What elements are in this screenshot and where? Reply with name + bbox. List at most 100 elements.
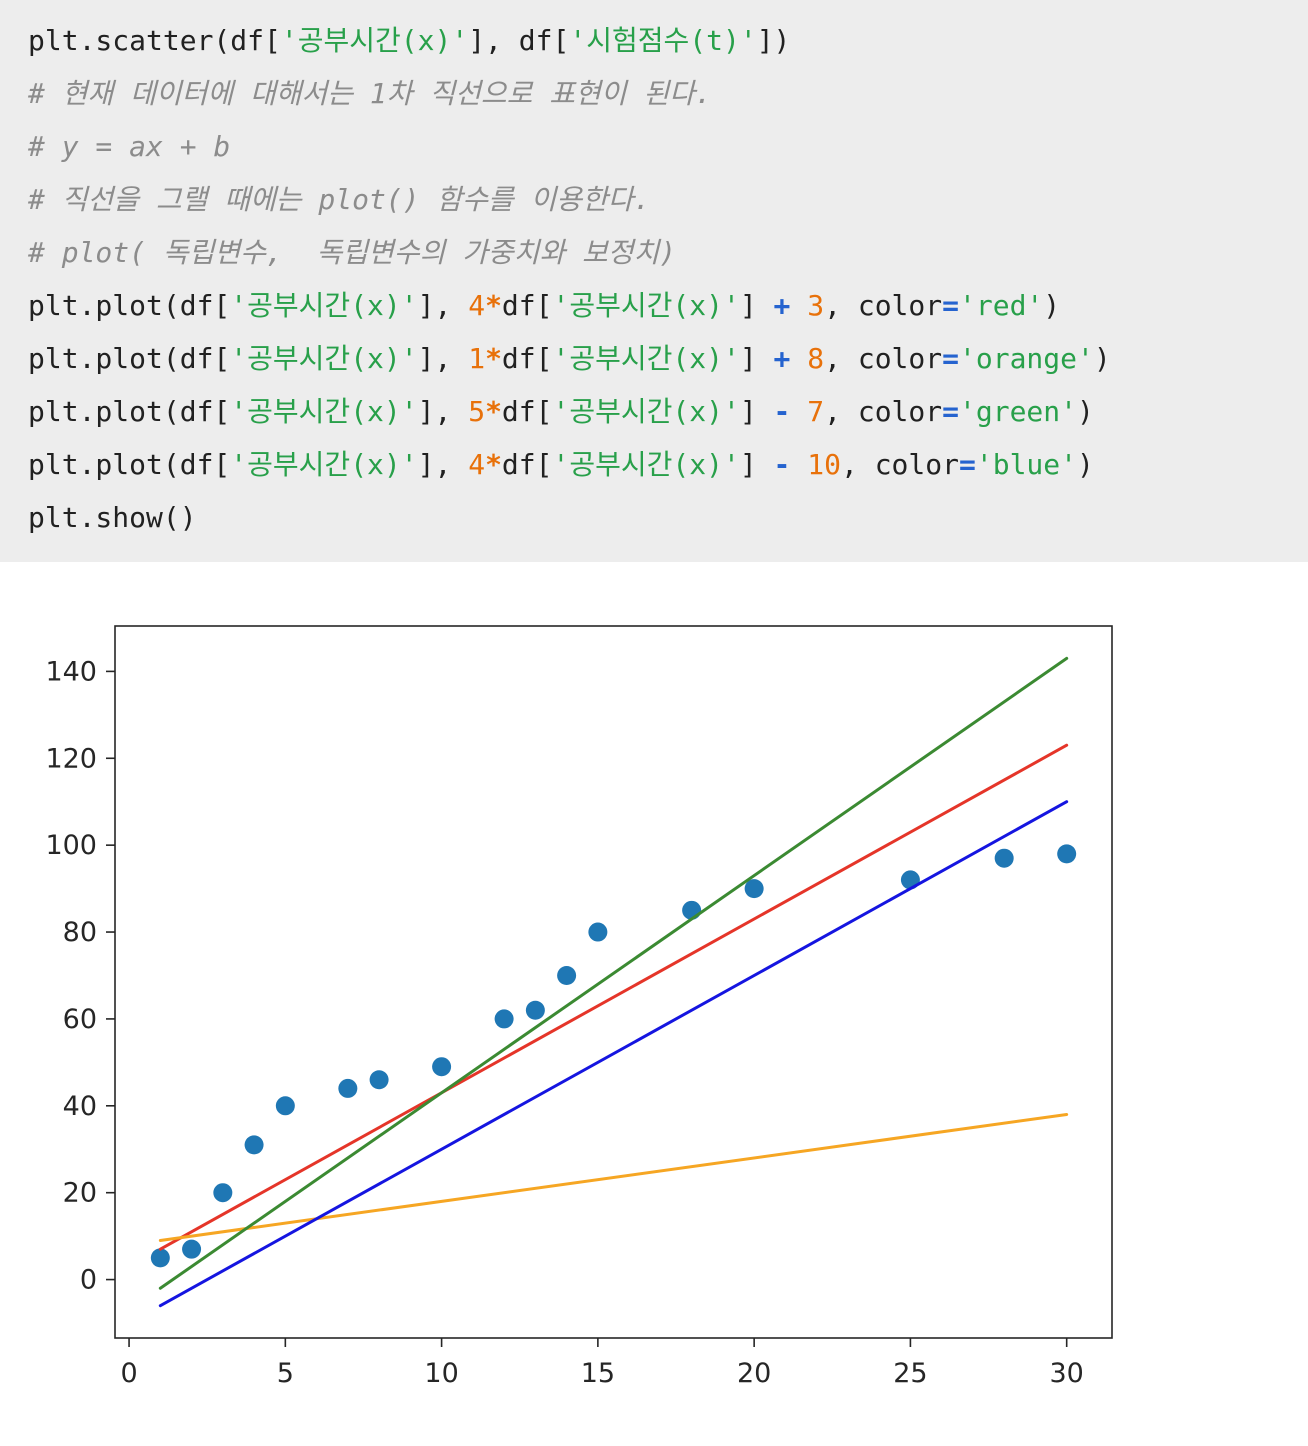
y-tick-label: 60 xyxy=(63,1004,97,1035)
code-token: '공부시간(x)' xyxy=(230,395,418,428)
code-token: 4 xyxy=(468,448,486,481)
code-line: # 현재 데이터에 대해서는 1차 직선으로 표현이 된다. xyxy=(28,67,1280,120)
code-token: = xyxy=(942,342,959,375)
scatter-point xyxy=(494,1009,514,1029)
code-token: '공부시간(x)' xyxy=(552,342,740,375)
code-token: '공부시간(x)' xyxy=(552,395,740,428)
code-token: = xyxy=(959,448,976,481)
x-tick-label: 10 xyxy=(424,1358,458,1389)
code-line: # 직선을 그랠 때에는 plot() 함수를 이용한다. xyxy=(28,173,1280,226)
code-token: ] xyxy=(739,448,774,481)
code-token: plt.plot(df[ xyxy=(28,342,231,375)
code-token: ], xyxy=(417,395,469,428)
y-tick-label: 40 xyxy=(63,1091,97,1122)
y-tick-label: 100 xyxy=(45,830,97,861)
code-token: '공부시간(x)' xyxy=(230,342,418,375)
code-token: , color xyxy=(824,289,943,322)
code-token: 10 xyxy=(807,448,841,481)
green-line xyxy=(158,656,1069,1290)
code-token: ) xyxy=(1077,395,1094,428)
code-token: '공부시간(x)' xyxy=(230,289,418,322)
code-token: 7 xyxy=(807,395,825,428)
code-token: ) xyxy=(1093,342,1111,375)
code-token: # plot( 독립변수, 독립변수의 가중치와 보정치) xyxy=(28,236,677,269)
code-token: * xyxy=(485,342,502,375)
code-token: df[ xyxy=(501,448,553,481)
code-token: # y = ax + b xyxy=(28,130,231,163)
y-tick-label: 140 xyxy=(45,656,97,687)
code-line: # plot( 독립변수, 독립변수의 가중치와 보정치) xyxy=(28,226,1280,279)
code-line: plt.plot(df['공부시간(x)'], 4*df['공부시간(x)'] … xyxy=(28,279,1280,332)
scatter-point xyxy=(994,848,1014,868)
code-token xyxy=(790,395,807,428)
code-token: 1 xyxy=(468,342,486,375)
code-token: + xyxy=(773,289,791,322)
code-token: 'green' xyxy=(959,395,1078,428)
y-tick-label: 120 xyxy=(45,743,97,774)
x-tick-label: 5 xyxy=(277,1358,294,1389)
code-token: * xyxy=(485,289,502,322)
code-token: 'red' xyxy=(959,289,1044,322)
code-line: # y = ax + b xyxy=(28,120,1280,173)
code-token: * xyxy=(485,395,502,428)
code-line: plt.show() xyxy=(28,491,1280,544)
code-cell[interactable]: plt.scatter(df['공부시간(x)'], df['시험점수(t)']… xyxy=(0,0,1308,562)
code-token: = xyxy=(942,289,959,322)
scatter-point xyxy=(1057,844,1077,864)
code-line: plt.plot(df['공부시간(x)'], 4*df['공부시간(x)'] … xyxy=(28,438,1280,491)
code-token: * xyxy=(485,448,502,481)
scatter-point xyxy=(275,1096,295,1116)
code-token: - xyxy=(773,395,791,428)
code-token: - xyxy=(773,448,791,481)
scatter-point xyxy=(432,1057,452,1077)
code-token: ) xyxy=(1077,448,1094,481)
code-token: df[ xyxy=(501,395,553,428)
x-tick-label: 25 xyxy=(893,1358,927,1389)
code-token: + xyxy=(773,342,791,375)
code-token: 'blue' xyxy=(975,448,1078,481)
code-token xyxy=(790,289,807,322)
scatter-point xyxy=(213,1183,233,1203)
code-line: plt.plot(df['공부시간(x)'], 5*df['공부시간(x)'] … xyxy=(28,385,1280,438)
code-token: # 직선을 그랠 때에는 plot() 함수를 이용한다. xyxy=(28,183,651,216)
code-token: plt.scatter(df[ xyxy=(28,24,281,57)
matplotlib-chart: 0 5 10 15 20 25 30 0 20 40 60 80 100 120 140 xyxy=(45,625,1113,1389)
scatter-point xyxy=(744,879,764,899)
code-token: plt.plot(df[ xyxy=(28,289,231,322)
code-editor[interactable]: plt.scatter(df['공부시간(x)'], df['시험점수(t)']… xyxy=(28,14,1280,544)
y-tick-label: 0 xyxy=(80,1265,97,1296)
scatter-point xyxy=(557,965,577,985)
code-token: df[ xyxy=(501,289,553,322)
scatter-point xyxy=(244,1135,264,1155)
scatter-point xyxy=(369,1070,389,1090)
code-token: '공부시간(x)' xyxy=(230,448,418,481)
code-token: ]) xyxy=(756,24,791,57)
code-token: 4 xyxy=(468,289,486,322)
code-token: plt.plot(df[ xyxy=(28,395,231,428)
code-token: ], xyxy=(417,448,469,481)
code-token: ) xyxy=(1043,289,1061,322)
red-line xyxy=(158,743,1069,1251)
code-token: '공부시간(x)' xyxy=(552,448,740,481)
code-line: plt.plot(df['공부시간(x)'], 1*df['공부시간(x)'] … xyxy=(28,332,1280,385)
code-token: 3 xyxy=(807,289,825,322)
code-token: , color xyxy=(824,395,943,428)
code-token: ] xyxy=(739,289,774,322)
code-line: plt.scatter(df['공부시간(x)'], df['시험점수(t)']… xyxy=(28,14,1280,67)
code-token: df[ xyxy=(501,342,553,375)
orange-line xyxy=(158,1112,1069,1242)
scatter-point xyxy=(182,1239,202,1259)
y-tick-label: 20 xyxy=(63,1178,97,1209)
code-token: , color xyxy=(824,342,943,375)
code-token: ], xyxy=(417,342,469,375)
scatter-point xyxy=(338,1078,358,1098)
y-tick-label: 80 xyxy=(63,917,97,948)
code-token: '공부시간(x)' xyxy=(552,289,740,322)
scatter-point xyxy=(588,922,608,942)
code-token xyxy=(790,448,807,481)
plot-area xyxy=(114,625,1113,1339)
x-tick-label: 30 xyxy=(1050,1358,1084,1389)
scatter-point xyxy=(525,1000,545,1020)
code-token: 5 xyxy=(468,395,486,428)
blue-line xyxy=(158,800,1069,1308)
